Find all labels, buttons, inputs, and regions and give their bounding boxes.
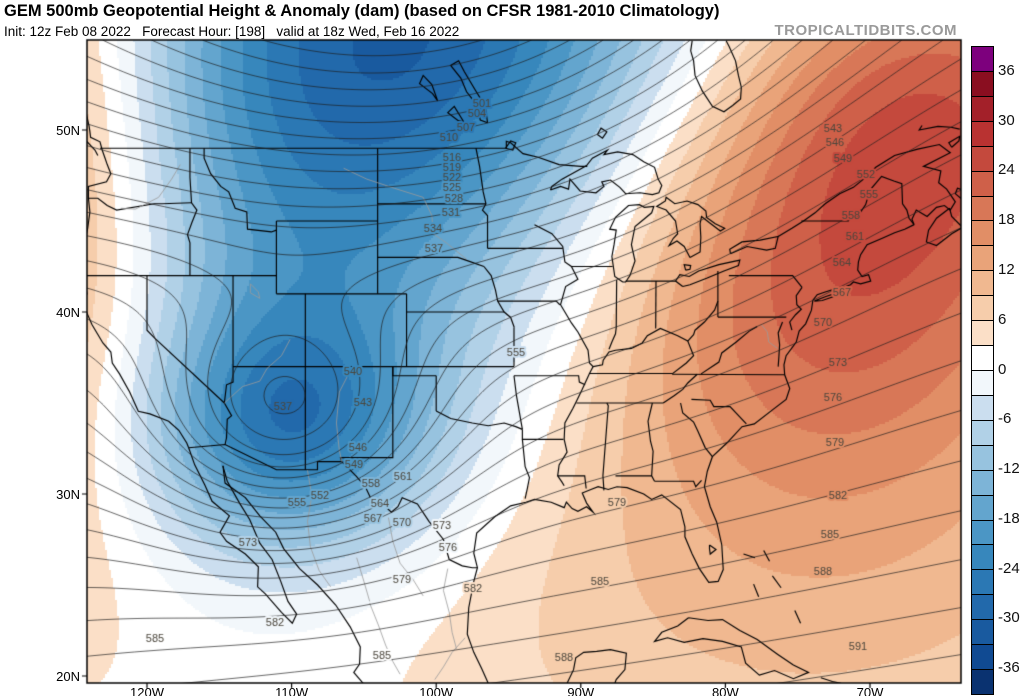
x-axis-label: 70W	[856, 685, 884, 696]
colorbar-tick-label: 0	[998, 360, 1007, 378]
colorbar-tick-label: -24	[998, 559, 1020, 577]
x-axis-label: 90W	[567, 685, 595, 696]
x-axis-label: 110W	[275, 685, 309, 696]
colorbar-cell	[972, 670, 993, 694]
colorbar-cell	[972, 595, 993, 621]
colorbar-cell	[972, 296, 993, 322]
colorbar-cell	[972, 620, 993, 646]
colorbar-cell	[972, 495, 993, 521]
colorbar-cell	[972, 520, 993, 546]
colorbar	[971, 46, 994, 695]
colorbar-cell	[972, 395, 993, 421]
colorbar-cell	[972, 121, 993, 147]
page-title: GEM 500mb Geopotential Height & Anomaly …	[4, 2, 720, 20]
colorbar-cell	[972, 370, 993, 396]
colorbar-cell	[972, 246, 993, 272]
colorbar-tick-label: -18	[998, 509, 1020, 527]
colorbar-tick-label: -6	[998, 410, 1012, 428]
x-axis-label: 100W	[419, 685, 454, 696]
x-axis-label: 80W	[712, 685, 739, 696]
x-axis-label: 120W	[130, 685, 164, 696]
colorbar-tick-label: -30	[998, 609, 1020, 627]
colorbar-cell	[972, 445, 993, 471]
colorbar-cell	[972, 96, 993, 122]
colorbar-tick-label: 30	[998, 111, 1015, 129]
init-forecast-valid-line: Init: 12z Feb 08 2022 Forecast Hour: [19…	[4, 24, 460, 39]
colorbar-tick-label: 18	[998, 211, 1015, 229]
colorbar-cell	[972, 645, 993, 671]
colorbar-cell	[972, 221, 993, 247]
colorbar-cell	[972, 321, 993, 347]
colorbar-tick-label: -36	[998, 659, 1020, 677]
colorbar-cell	[972, 420, 993, 446]
tropicaltidbits-watermark: TROPICALTIDBITS.COM	[774, 22, 957, 39]
colorbar-cell	[972, 346, 993, 371]
colorbar-cell	[972, 470, 993, 496]
y-axis-label: 30N	[56, 487, 80, 502]
colorbar-tick-label: 12	[998, 260, 1015, 278]
colorbar-cell	[972, 271, 993, 297]
colorbar-tick-label: -12	[998, 460, 1020, 478]
colorbar-cell	[972, 146, 993, 172]
colorbar-cell	[972, 47, 993, 72]
colorbar-cell	[972, 71, 993, 97]
colorbar-cell	[972, 171, 993, 197]
y-axis-label: 50N	[56, 123, 80, 138]
y-axis-label: 40N	[56, 305, 80, 320]
colorbar-tick-label: 24	[998, 161, 1015, 179]
colorbar-tick-label: 36	[998, 61, 1015, 79]
colorbar-tick-label: 6	[998, 310, 1007, 328]
y-axis-label: 20N	[56, 669, 80, 684]
colorbar-cell	[972, 570, 993, 596]
colorbar-cell	[972, 196, 993, 222]
colorbar-cell	[972, 545, 993, 571]
